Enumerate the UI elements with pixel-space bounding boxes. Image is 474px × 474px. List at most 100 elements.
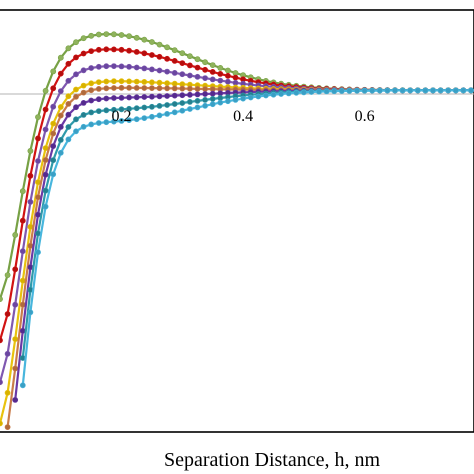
series-5-point [111,85,117,91]
series-8-point [376,87,383,94]
series-1-point [202,59,208,66]
series-7-point [73,116,79,123]
series-6-point [148,93,155,100]
series-5-point [126,84,133,91]
series-7-point [148,103,155,110]
series-2-point [57,70,64,77]
series-2-point [12,266,19,273]
series-2-point [88,48,95,54]
series-5-point [73,93,79,100]
series-2-point [171,58,178,64]
series-7-point [202,97,208,103]
series-1-point [224,67,231,74]
series-8-point [148,113,155,120]
series-6-point [111,95,117,101]
series-4-point [141,79,148,85]
series-3-point [164,68,170,75]
series-1-point [88,32,95,39]
series-8-point [384,87,391,94]
series-2-point [0,337,3,344]
series-3-point [126,63,133,70]
series-8-point [285,90,292,97]
series-line-7 [21,89,471,359]
series-4-point [0,420,3,427]
series-line-5 [6,86,471,428]
series-7-point [179,100,186,106]
series-8-point [73,128,79,135]
series-7-point [42,187,49,194]
series-4-point [118,78,125,85]
series-8-point [369,87,376,94]
series-2-point [80,50,87,57]
series-2-point [186,62,193,69]
series-line-8 [21,89,471,386]
series-8-point [27,309,34,316]
series-2-point [202,66,208,73]
series-8-point [35,249,41,256]
series-7-point [95,108,102,114]
series-8-point [414,87,421,94]
series-8-point [80,123,87,130]
series-8-point [88,121,95,128]
series-8-point [126,117,133,123]
series-1-point [164,44,170,51]
series-3-point [57,88,64,94]
series-6-point [171,92,178,99]
series-8-point [270,91,277,98]
series-8-point [156,112,163,119]
series-8-point [460,87,467,94]
series-1-point [179,50,186,57]
series-1-point [19,188,26,195]
series-8-point [323,88,330,95]
series-2-point [73,54,79,61]
x-tick-label: 0.6 [355,108,375,125]
series-3-point [42,126,49,133]
series-2-point [95,46,102,53]
series-7-point [209,96,216,102]
series-1-point [148,39,155,45]
series-8-point [308,89,315,95]
series-3-point [35,158,41,164]
series-3-point [156,67,163,74]
series-2-point [179,60,186,66]
series-6-point [164,93,170,99]
series-5-point [65,101,72,107]
series-3-point [0,379,3,386]
series-8-point [437,87,444,94]
series-5-point [4,424,11,430]
x-tick-labels: 0.20.40.60.8 [112,108,375,125]
series-1-point [126,33,133,40]
series-8-point [468,87,474,94]
series-layer [0,31,474,430]
series-2-point [19,217,26,224]
series-8-point [392,87,398,94]
series-8-point [57,149,64,156]
series-3-point [148,66,155,73]
series-6-point [57,124,64,130]
series-2-point [148,52,155,58]
series-6-point [12,396,19,403]
series-3-point [65,77,72,84]
series-2-point [42,106,49,113]
series-3-point [80,67,87,74]
series-3-point [194,73,201,80]
series-5-point [148,85,155,91]
series-7-point [103,107,110,114]
series-3-point [133,64,140,71]
series-1-point [80,35,87,42]
series-8-point [224,98,231,105]
series-5-point [118,84,125,91]
series-8-point [111,118,117,125]
series-8-point [399,87,406,94]
series-7-point [88,109,95,116]
series-1-point [141,36,148,43]
series-4-point [133,78,140,85]
series-1-point [0,296,3,302]
series-2-point [164,55,170,62]
series-3-point [73,71,79,78]
series-3-point [111,63,117,69]
series-8-point [331,88,338,95]
series-8-point [316,88,322,95]
series-6-point [186,91,193,98]
series-5-point [164,85,170,92]
